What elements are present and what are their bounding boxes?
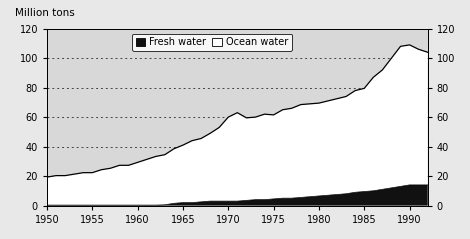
Text: Million tons: Million tons <box>15 8 74 18</box>
Legend: Fresh water, Ocean water: Fresh water, Ocean water <box>132 33 292 51</box>
